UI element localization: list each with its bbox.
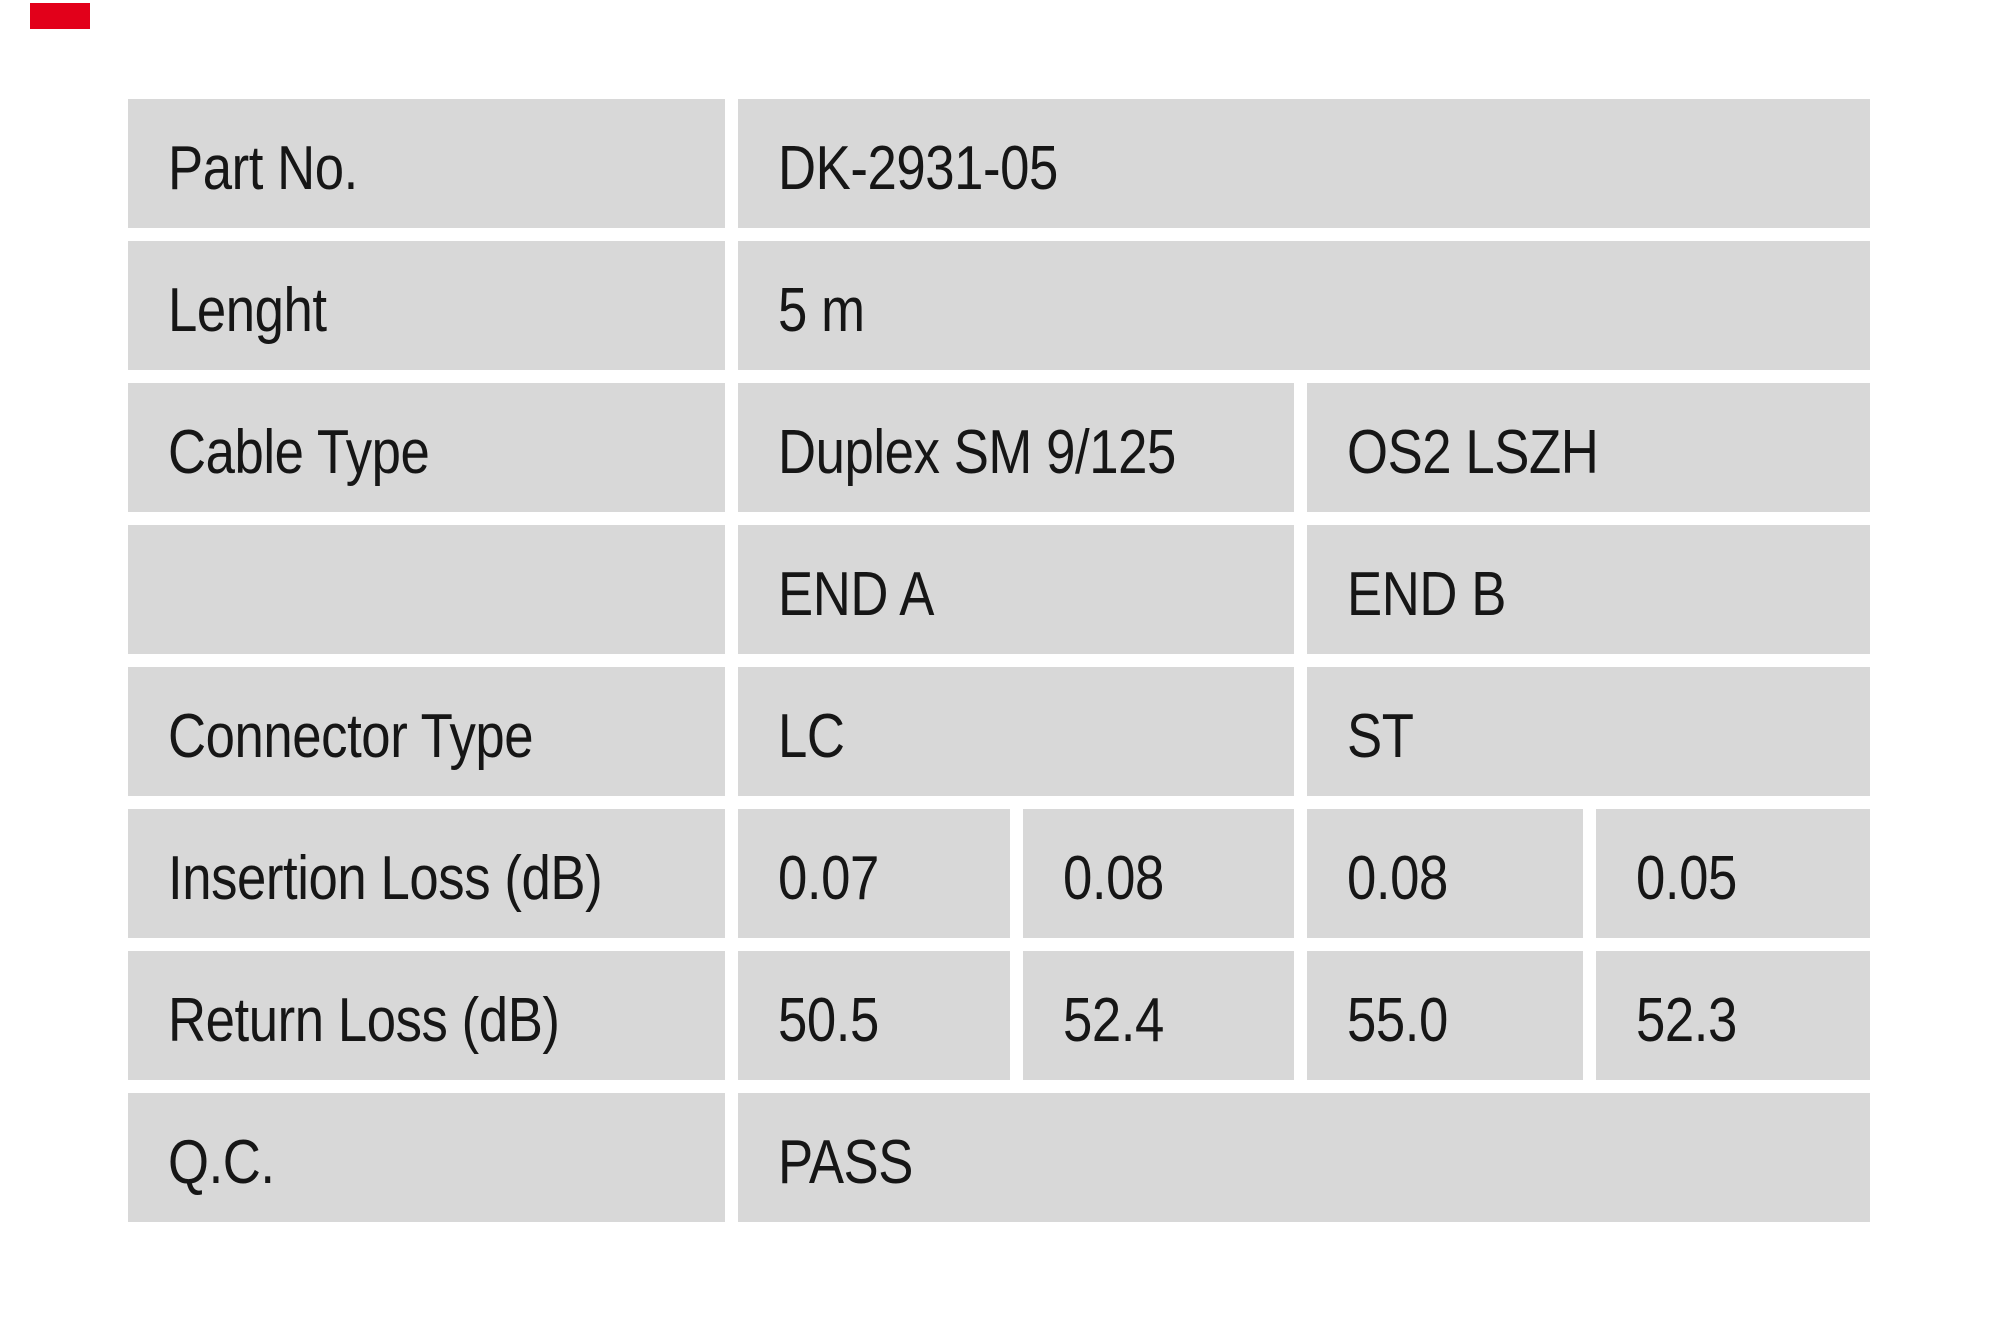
return-loss-end-a-1: 50.5 bbox=[778, 985, 879, 1055]
part-no-label-cell: Part No. bbox=[128, 99, 725, 228]
insertion-loss-value-cell: 0.08 bbox=[1023, 809, 1294, 938]
spec-table: Part No. DK-2931-05 Lenght 5 m Cable Typ… bbox=[128, 99, 1870, 1222]
return-loss-value-cell: 55.0 bbox=[1307, 951, 1583, 1080]
length-value-cell: 5 m bbox=[738, 241, 1870, 370]
return-loss-value-cell: 52.4 bbox=[1023, 951, 1294, 1080]
cable-type-left-cell: Duplex SM 9/125 bbox=[738, 383, 1294, 512]
connector-type-end-a: LC bbox=[778, 701, 845, 771]
insertion-loss-end-b-1: 0.08 bbox=[1347, 843, 1448, 913]
end-b-header: END B bbox=[1347, 559, 1506, 629]
insertion-loss-label: Insertion Loss (dB) bbox=[168, 843, 603, 913]
connector-type-end-a-cell: LC bbox=[738, 667, 1294, 796]
part-no-value-cell: DK-2931-05 bbox=[738, 99, 1870, 228]
insertion-loss-value-cell: 0.07 bbox=[738, 809, 1010, 938]
qc-label: Q.C. bbox=[168, 1127, 275, 1197]
part-no-value: DK-2931-05 bbox=[778, 133, 1058, 203]
return-loss-label-cell: Return Loss (dB) bbox=[128, 951, 725, 1080]
insertion-loss-end-b-2: 0.05 bbox=[1636, 843, 1737, 913]
connector-type-label: Connector Type bbox=[168, 701, 534, 771]
return-loss-end-a-2: 52.4 bbox=[1063, 985, 1164, 1055]
insertion-loss-end-a-1: 0.07 bbox=[778, 843, 879, 913]
qc-value: PASS bbox=[778, 1127, 913, 1197]
insertion-loss-end-a-2: 0.08 bbox=[1063, 843, 1164, 913]
insertion-loss-value-cell: 0.05 bbox=[1596, 809, 1870, 938]
insertion-loss-value-cell: 0.08 bbox=[1307, 809, 1583, 938]
part-no-label: Part No. bbox=[168, 133, 358, 203]
return-loss-end-b-2: 52.3 bbox=[1636, 985, 1737, 1055]
qc-value-cell: PASS bbox=[738, 1093, 1870, 1222]
ends-spacer-cell bbox=[128, 525, 725, 654]
end-a-header-cell: END A bbox=[738, 525, 1294, 654]
return-loss-value-cell: 50.5 bbox=[738, 951, 1010, 1080]
length-value: 5 m bbox=[778, 275, 865, 345]
return-loss-end-b-1: 55.0 bbox=[1347, 985, 1448, 1055]
connector-type-end-b: ST bbox=[1347, 701, 1414, 771]
red-corner-badge bbox=[30, 3, 90, 29]
length-label-cell: Lenght bbox=[128, 241, 725, 370]
qc-label-cell: Q.C. bbox=[128, 1093, 725, 1222]
cable-type-label: Cable Type bbox=[168, 417, 430, 487]
cable-type-value-right: OS2 LSZH bbox=[1347, 417, 1599, 487]
end-a-header: END A bbox=[778, 559, 935, 629]
connector-type-end-b-cell: ST bbox=[1307, 667, 1870, 796]
cable-type-right-cell: OS2 LSZH bbox=[1307, 383, 1870, 512]
length-label: Lenght bbox=[168, 275, 327, 345]
return-loss-value-cell: 52.3 bbox=[1596, 951, 1870, 1080]
insertion-loss-label-cell: Insertion Loss (dB) bbox=[128, 809, 725, 938]
return-loss-label: Return Loss (dB) bbox=[168, 985, 560, 1055]
cable-type-label-cell: Cable Type bbox=[128, 383, 725, 512]
connector-type-label-cell: Connector Type bbox=[128, 667, 725, 796]
end-b-header-cell: END B bbox=[1307, 525, 1870, 654]
cable-type-value-left: Duplex SM 9/125 bbox=[778, 417, 1176, 487]
